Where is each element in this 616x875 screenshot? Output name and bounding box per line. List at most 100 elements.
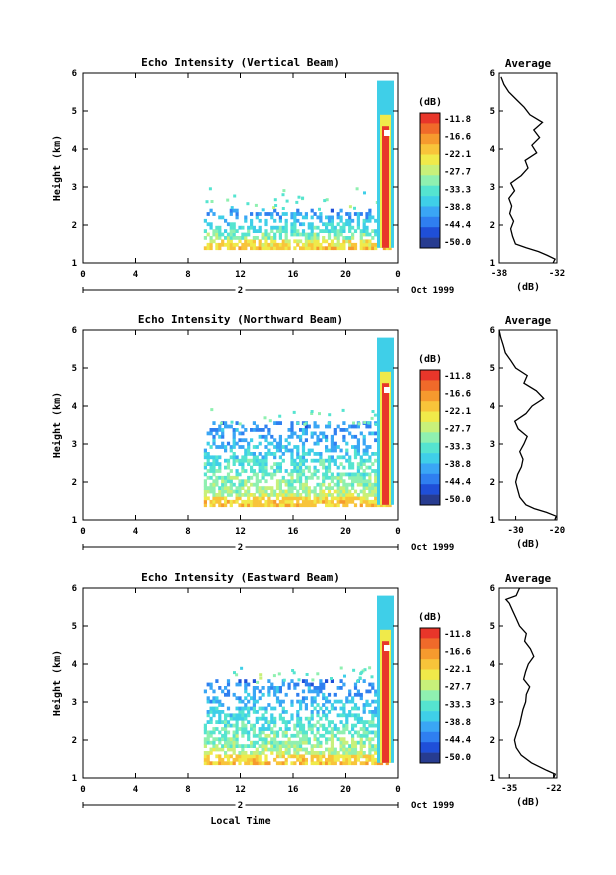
echo-cell [304,716,308,721]
echo-cell [203,740,207,745]
echo-cell [371,503,375,508]
echo-cell [264,486,268,490]
echo-cell [348,222,352,227]
echo-cell [212,472,216,477]
echo-cell [281,733,285,738]
echo-cell [209,706,213,711]
echo-cell [310,410,314,413]
echo-cell [374,689,378,694]
echo-cell [325,472,329,477]
echo-cell [221,689,225,694]
echo-cell [356,445,360,449]
echo-cell [362,246,366,251]
echo-cell [293,496,297,501]
echo-cell [299,496,303,501]
echo-cell [359,751,363,755]
echo-cell [371,431,375,436]
echo-cell [290,469,294,473]
echo-cell [348,472,352,477]
echo-cell [351,747,355,752]
echo-cell [342,723,346,728]
echo-cell [339,730,343,735]
echo-cell [226,744,231,748]
x-tick-label: 4 [133,785,139,795]
echo-cell [304,212,308,216]
profile-y-tick-label: 2 [490,736,495,746]
echo-cell [273,686,277,690]
echo-cell [209,499,213,504]
colorbar-swatch [420,659,440,670]
colorbar-tick-label: -22.1 [444,150,471,160]
echo-cell [363,420,367,424]
echo-cell [244,751,248,755]
echo-cell [226,486,231,490]
echo-cell [261,475,265,480]
echo-cell [304,232,308,237]
echo-cell [319,496,323,501]
echo-cell [273,757,277,762]
echo-cell [310,222,314,227]
echo-cell [293,246,297,251]
echo-cell [307,499,311,504]
echo-cell [299,428,303,432]
echo-cell [235,682,239,687]
echo-cell [209,246,213,251]
echo-cell [365,699,369,704]
echo-intensity-field [203,80,394,251]
echo-cell [330,744,334,748]
echo-cell [333,727,337,731]
echo-cell [224,482,228,487]
echo-cell [224,479,228,484]
echo-cell [212,479,216,484]
profile-x-label: (dB) [516,539,540,550]
echo-cell [238,493,242,497]
echo-cell [374,475,378,480]
echo-cell [258,218,262,223]
echo-cell [255,720,259,724]
echo-cell [284,445,288,449]
echo-cell [235,496,239,501]
echo-cell [229,716,233,721]
echo-intensity-field [203,337,394,508]
echo-cell [264,499,268,504]
echo-cell [203,246,207,251]
echo-cell [362,438,366,443]
echo-cell [319,706,323,711]
echo-cell [247,503,251,508]
echo-cell [362,475,366,480]
echo-cell [319,455,323,460]
echo-cell [226,692,231,697]
echo-cell [339,740,343,745]
echo-cell [235,208,239,213]
echo-cell [325,727,329,731]
echo-cell [209,503,213,508]
echo-cell [374,489,378,494]
echo-cell [327,469,332,473]
echo-cell [368,493,372,497]
echo-cell [351,493,355,497]
echo-cell [304,431,308,436]
echo-cell [238,682,242,687]
echo-cell [252,727,256,731]
echo-cell [362,493,366,497]
echo-cell [215,747,219,752]
echo-cell [244,679,248,683]
echo-cell [229,475,233,480]
echo-cell [258,730,262,735]
echo-cell [229,239,233,244]
echo-cell [348,757,352,762]
echo-cell [206,489,210,494]
echo-cell [316,754,320,759]
echo-cell [345,503,349,508]
echo-cell [224,465,228,470]
echo-cell [255,699,259,704]
echo-cell [247,496,251,501]
echo-cell [293,486,297,490]
echo-cell [342,486,346,490]
echo-cell [278,489,282,494]
echo-cell [235,486,239,490]
echo-cell [304,679,308,683]
echo-cell [293,686,297,690]
echo-cell [235,716,239,721]
echo-cell [221,727,225,731]
